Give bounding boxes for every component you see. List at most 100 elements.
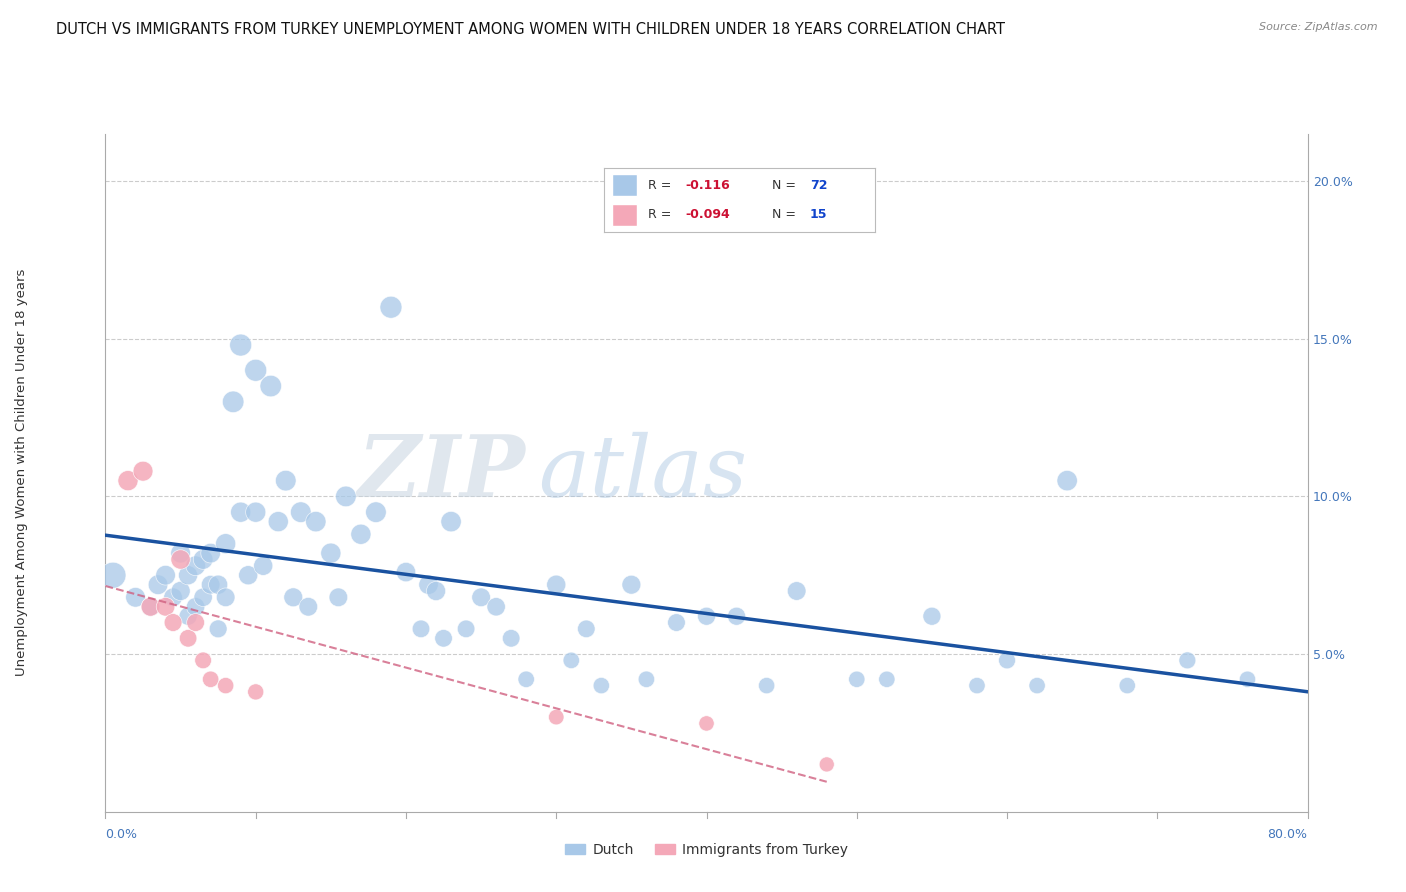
Point [155, 568, 177, 582]
Point [620, 577, 643, 591]
Point [229, 338, 252, 352]
Point [245, 505, 267, 519]
Text: R =: R = [648, 178, 675, 192]
Text: atlas: atlas [538, 432, 748, 514]
Text: 0.0%: 0.0% [105, 828, 138, 841]
Point [177, 568, 200, 582]
Point [725, 609, 748, 624]
Point [546, 577, 568, 591]
Point [124, 591, 146, 605]
Point [560, 653, 582, 667]
Point [380, 300, 402, 314]
Point [245, 685, 267, 699]
Point [696, 609, 718, 624]
Point [155, 599, 177, 614]
Point [515, 673, 537, 687]
Point [200, 577, 222, 591]
Point [169, 552, 191, 566]
Point [184, 615, 207, 630]
Point [319, 546, 342, 560]
Point [162, 591, 184, 605]
Point [200, 546, 222, 560]
Text: N =: N = [772, 208, 800, 221]
Point [395, 565, 418, 579]
Point [1026, 679, 1049, 693]
Point [432, 632, 454, 646]
Point [575, 622, 598, 636]
Point [214, 591, 236, 605]
Point [350, 527, 373, 541]
Point [177, 632, 200, 646]
Point [169, 546, 191, 560]
Text: Source: ZipAtlas.com: Source: ZipAtlas.com [1260, 22, 1378, 32]
Text: ZIP: ZIP [359, 431, 526, 515]
Point [1175, 653, 1198, 667]
Point [665, 615, 688, 630]
Point [222, 394, 245, 409]
Point [755, 679, 778, 693]
Text: N =: N = [772, 178, 800, 192]
Text: 80.0%: 80.0% [1268, 828, 1308, 841]
Text: -0.094: -0.094 [686, 208, 730, 221]
Point [418, 577, 440, 591]
Point [238, 568, 260, 582]
Point [214, 537, 236, 551]
Point [290, 505, 312, 519]
Point [297, 599, 319, 614]
Point [995, 653, 1018, 667]
Point [470, 591, 492, 605]
Point [214, 679, 236, 693]
Text: R =: R = [648, 208, 675, 221]
Point [1056, 474, 1078, 488]
Point [815, 757, 838, 772]
Point [184, 558, 207, 573]
Point [305, 515, 328, 529]
Point [921, 609, 943, 624]
Point [229, 505, 252, 519]
Point [245, 363, 267, 377]
Point [440, 515, 463, 529]
Point [454, 622, 477, 636]
Point [101, 568, 124, 582]
Point [191, 552, 214, 566]
Point [117, 474, 139, 488]
FancyBboxPatch shape [613, 174, 637, 196]
Point [200, 673, 222, 687]
Point [177, 609, 200, 624]
Point [409, 622, 432, 636]
Point [328, 591, 350, 605]
Point [132, 464, 155, 478]
Point [191, 653, 214, 667]
Point [207, 577, 229, 591]
Point [260, 379, 283, 393]
Point [252, 558, 274, 573]
Text: Unemployment Among Women with Children Under 18 years: Unemployment Among Women with Children U… [14, 269, 28, 676]
Point [146, 577, 169, 591]
Text: DUTCH VS IMMIGRANTS FROM TURKEY UNEMPLOYMENT AMONG WOMEN WITH CHILDREN UNDER 18 : DUTCH VS IMMIGRANTS FROM TURKEY UNEMPLOY… [56, 22, 1005, 37]
Point [139, 599, 162, 614]
Point [335, 490, 357, 504]
Text: -0.116: -0.116 [686, 178, 730, 192]
Point [485, 599, 508, 614]
Point [1116, 679, 1139, 693]
Point [696, 716, 718, 731]
Point [162, 615, 184, 630]
Point [274, 474, 297, 488]
Point [591, 679, 613, 693]
Text: 72: 72 [810, 178, 827, 192]
Point [191, 591, 214, 605]
Point [425, 584, 447, 599]
Point [876, 673, 898, 687]
Legend: Dutch, Immigrants from Turkey: Dutch, Immigrants from Turkey [560, 838, 853, 863]
Point [966, 679, 988, 693]
Point [501, 632, 523, 646]
FancyBboxPatch shape [613, 203, 637, 226]
Point [169, 584, 191, 599]
Point [283, 591, 305, 605]
Point [546, 710, 568, 724]
Point [364, 505, 387, 519]
Point [184, 599, 207, 614]
Point [845, 673, 868, 687]
Point [1236, 673, 1258, 687]
Point [207, 622, 229, 636]
